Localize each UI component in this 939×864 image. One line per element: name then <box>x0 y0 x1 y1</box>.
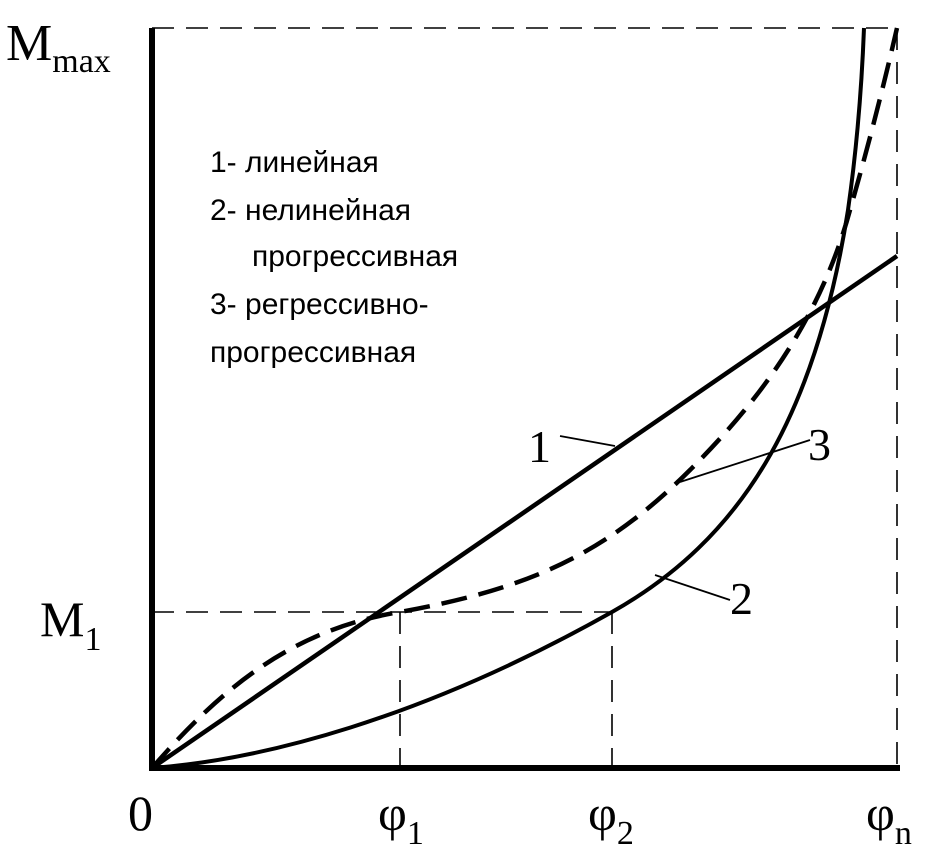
leader-line-2 <box>654 574 731 601</box>
curve-label-3: 3 <box>808 419 831 470</box>
leader-line-1 <box>559 435 616 447</box>
legend: 1- линейная 2- нелинейная прогрессивная … <box>210 146 458 369</box>
x-tick-phin: φn <box>866 785 912 852</box>
x-tick-phi2: φ2 <box>588 785 634 852</box>
x-origin-label: 0 <box>128 785 153 841</box>
legend-item-2: 2- нелинейная <box>210 194 411 227</box>
legend-item-3-cont: прогрессивная <box>210 336 416 369</box>
legend-item-1: 1- линейная <box>210 146 379 179</box>
x-tick-phi1: φ1 <box>378 785 424 852</box>
legend-item-3: 3- регрессивно- <box>210 288 429 321</box>
legend-item-2-cont: прогрессивная <box>252 240 458 273</box>
leader-line-3 <box>679 439 811 483</box>
curve-1-linear <box>150 254 899 770</box>
curve-2-progressive <box>151 27 866 770</box>
curve-label-2: 2 <box>730 573 753 624</box>
curve-3-regressive-progressive <box>150 27 900 770</box>
curve-label-1: 1 <box>528 421 551 472</box>
y-label-m1: M1 <box>40 591 101 658</box>
y-label-mmax: Mmax <box>6 15 111 80</box>
